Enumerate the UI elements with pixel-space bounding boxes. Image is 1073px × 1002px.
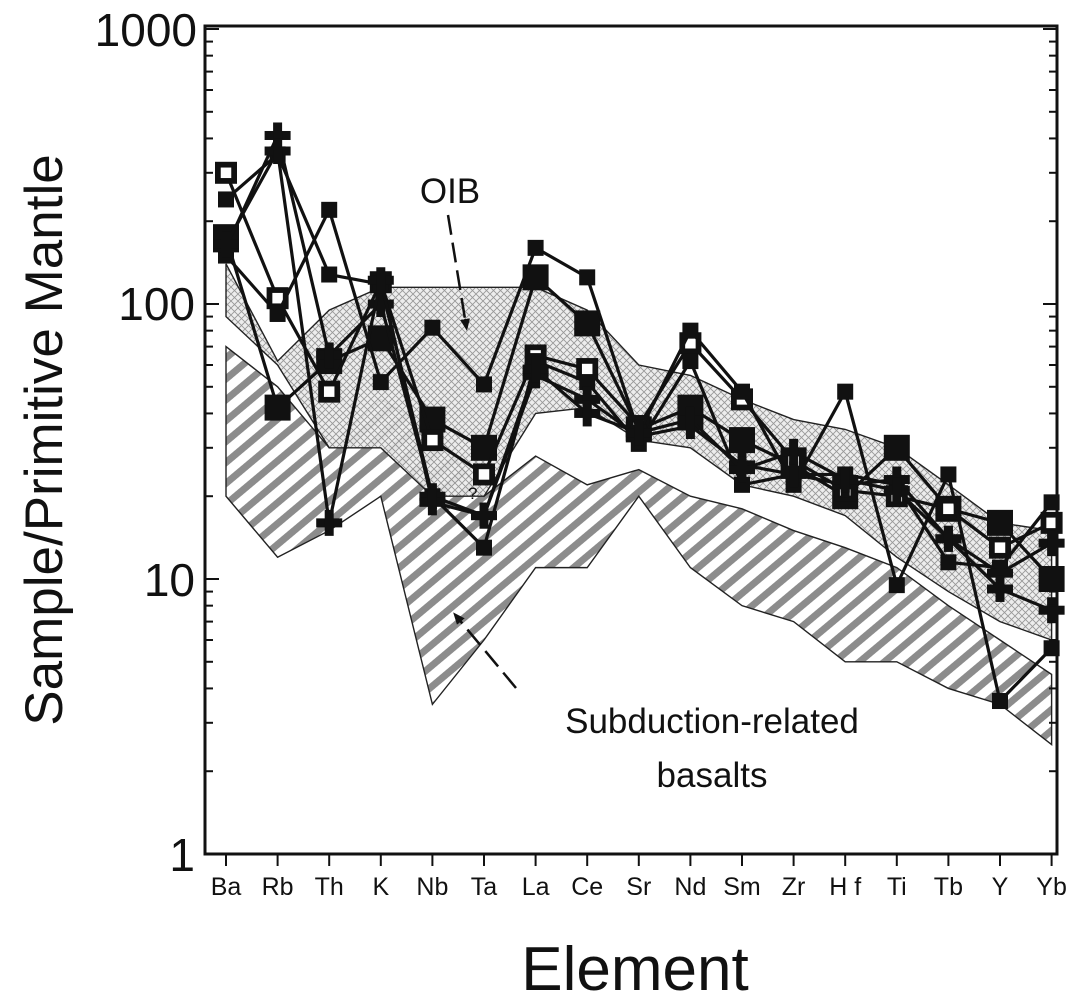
data-point-5-4 bbox=[419, 489, 446, 516]
x-tick-label-ce: Ce bbox=[571, 873, 603, 901]
x-tick-label-zr: Zr bbox=[782, 873, 806, 901]
x-tick-label-th: Th bbox=[315, 873, 344, 901]
data-point-5-12 bbox=[832, 466, 859, 493]
data-point-1-5 bbox=[473, 463, 495, 486]
x-tick-label-sm: Sm bbox=[723, 873, 761, 901]
question-mark-label: ? bbox=[468, 484, 477, 503]
data-point-3-14 bbox=[940, 554, 957, 571]
y-tick-label-1: 1 bbox=[169, 829, 195, 881]
x-axis-title: Element bbox=[521, 935, 748, 1002]
x-tick-label-nb: Nb bbox=[416, 873, 448, 901]
data-point-3-7 bbox=[579, 374, 596, 391]
x-tick-label-tb: Tb bbox=[934, 873, 963, 901]
data-point-2-15 bbox=[992, 693, 1008, 710]
data-point-5-0 bbox=[213, 231, 239, 258]
data-point-5-5 bbox=[471, 502, 497, 529]
data-point-4-11 bbox=[780, 461, 807, 488]
data-point-4-15 bbox=[987, 560, 1013, 587]
data-point-5-1 bbox=[264, 138, 291, 165]
data-point-5-15 bbox=[987, 575, 1013, 602]
subduction-label: Subduction-related bbox=[565, 702, 859, 741]
data-point-2-10 bbox=[734, 383, 750, 400]
data-point-5-14 bbox=[935, 525, 962, 552]
data-point-2-9 bbox=[682, 322, 699, 339]
x-tick-label-rb: Rb bbox=[262, 873, 294, 901]
data-point-3-2 bbox=[321, 266, 338, 283]
y-tick-label-10: 10 bbox=[144, 554, 195, 606]
data-point-1-0 bbox=[215, 161, 237, 184]
x-tick-label-yb: Yb bbox=[1036, 873, 1067, 901]
x-tick-label-k: K bbox=[372, 873, 389, 901]
data-point-5-6 bbox=[522, 356, 549, 383]
data-point-4-7 bbox=[574, 386, 601, 413]
data-point-2-6 bbox=[527, 239, 544, 256]
x-tick-label-nd: Nd bbox=[674, 873, 706, 901]
y-axis-title: Sample/Primitive Mantle bbox=[15, 154, 74, 725]
data-point-2-14 bbox=[940, 466, 957, 483]
data-point-1-2 bbox=[318, 380, 341, 403]
data-point-5-11 bbox=[780, 438, 807, 465]
data-point-4-16 bbox=[1038, 530, 1065, 557]
data-point-4-2 bbox=[316, 342, 343, 369]
data-point-5-10 bbox=[729, 456, 755, 483]
x-tick-labels: Ba Rb Th K Nb Ta La Ce Sr Nd Sm Zr H f Ti Tb Y Yb bbox=[211, 873, 1067, 901]
y-tick-label-1000: 1000 bbox=[95, 4, 197, 56]
data-point-2-4 bbox=[424, 319, 441, 336]
data-point-3-0 bbox=[218, 191, 234, 208]
x-tick-label-ti: Ti bbox=[887, 873, 907, 901]
sample-series bbox=[213, 122, 1065, 710]
data-point-0-13 bbox=[883, 434, 910, 461]
data-point-5-3 bbox=[367, 267, 394, 294]
oib-label: OIB bbox=[420, 172, 480, 211]
data-point-5-13 bbox=[883, 477, 910, 504]
data-point-0-15 bbox=[987, 509, 1013, 536]
data-point-2-12 bbox=[837, 383, 854, 400]
data-point-5-8 bbox=[625, 419, 652, 446]
data-point-5-2 bbox=[316, 509, 343, 536]
data-point-3-5 bbox=[476, 539, 492, 556]
data-point-0-10 bbox=[729, 427, 755, 454]
y-tick-label-100: 100 bbox=[118, 278, 195, 330]
x-tick-label-sr: Sr bbox=[626, 873, 651, 901]
data-point-4-3 bbox=[367, 291, 394, 317]
data-point-0-1 bbox=[264, 394, 291, 421]
data-point-2-5 bbox=[476, 376, 492, 393]
data-point-1-4 bbox=[421, 429, 444, 452]
data-point-2-1 bbox=[269, 305, 286, 322]
data-point-2-7 bbox=[579, 269, 596, 286]
data-point-3-9 bbox=[682, 353, 699, 370]
data-point-1-15 bbox=[989, 536, 1011, 559]
data-point-5-9 bbox=[677, 406, 704, 433]
x-tick-label-ta: Ta bbox=[471, 873, 498, 901]
x-tick-label-hf: H f bbox=[829, 873, 861, 901]
x-tick-label-y: Y bbox=[992, 873, 1009, 901]
data-point-5-16 bbox=[1038, 597, 1065, 624]
subduction-arrow bbox=[453, 612, 517, 689]
data-point-2-13 bbox=[888, 577, 905, 594]
oib-arrow bbox=[446, 214, 470, 331]
x-tick-label-la: La bbox=[522, 873, 550, 901]
data-point-0-7 bbox=[574, 310, 601, 337]
basalts-label: basalts bbox=[657, 756, 768, 795]
data-point-2-3 bbox=[372, 374, 389, 391]
plot-frame bbox=[203, 24, 1059, 856]
data-point-5-7 bbox=[574, 400, 601, 427]
axes bbox=[205, 28, 1057, 866]
data-point-2-2 bbox=[321, 201, 338, 218]
x-tick-label-ba: Ba bbox=[211, 873, 242, 901]
data-point-4-1 bbox=[264, 122, 291, 149]
